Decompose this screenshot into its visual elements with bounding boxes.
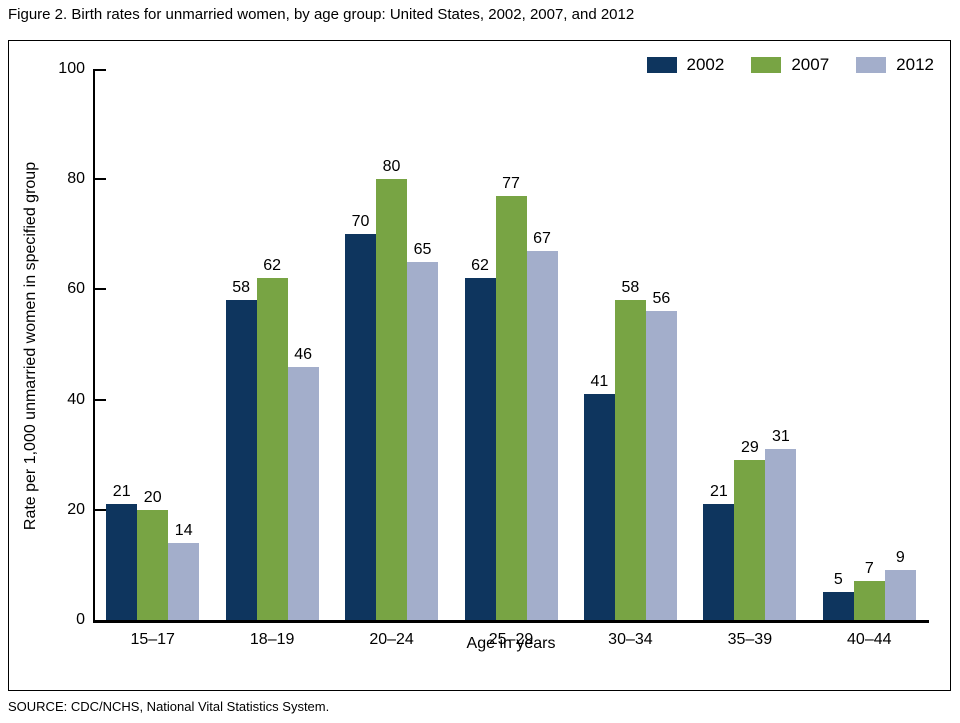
y-tick-label-100: 100 [58, 60, 85, 77]
x-category-40–44: 40–44 [847, 631, 892, 648]
plot-area: 0 20 40 60 80 100 21 20 14 15–17 58 62 46 18–19 70 80 65… [58, 61, 929, 648]
bar-value-2012-18–19: 46 [294, 345, 313, 363]
y-tick-100 [95, 69, 106, 71]
legend-item-2012: 2012 [856, 55, 934, 75]
y-tick-80 [95, 178, 106, 181]
legend-swatch-2007 [751, 57, 782, 73]
bar-value-2007-25–29: 77 [502, 174, 520, 192]
bar-2007-20–24 [376, 179, 408, 620]
bar-value-2007-15–17: 20 [143, 488, 162, 506]
legend-swatch-2002 [646, 57, 677, 73]
y-axis-title: Rate per 1,000 unmarried women in specif… [22, 161, 39, 531]
bar-value-2002-15–17: 21 [112, 483, 131, 501]
bar-2012-18–19 [287, 366, 319, 620]
bar-2002-30–34 [583, 394, 615, 620]
x-category-30–34: 30–34 [608, 631, 653, 648]
bar-2012-15–17 [168, 542, 200, 620]
bar-2002-35–39 [703, 504, 735, 620]
bar-2012-35–39 [765, 449, 797, 620]
bar-value-2007-20–24: 80 [382, 158, 401, 176]
y-tick-label-0: 0 [76, 611, 85, 628]
bar-2007-35–39 [734, 460, 766, 620]
x-category-18–19: 18–19 [249, 631, 295, 648]
legend-item-2002: 2002 [646, 55, 725, 75]
x-category-25–29: 25–29 [488, 631, 534, 648]
bar-2002-40–44 [822, 592, 854, 620]
bar-2002-20–24 [345, 234, 377, 620]
legend-label-2002: 2002 [686, 55, 725, 74]
bar-2012-25–29 [526, 250, 558, 620]
bar-2007-25–29 [495, 195, 527, 620]
bar-value-2012-30–34: 56 [652, 290, 671, 308]
chart-frame: 2002 2007 2012 Rate per 1,000 unmarried wo… [8, 40, 951, 691]
bar-value-2012-25–29: 67 [533, 229, 551, 247]
bar-value-2007-30–34: 58 [621, 279, 640, 297]
source-note: SOURCE: CDC/NCHS, National Vital Statist… [8, 699, 330, 714]
x-category-35–39: 35–39 [727, 631, 773, 648]
x-axis-line [93, 620, 929, 623]
bar-2012-40–44 [884, 570, 916, 620]
legend-swatch-2012 [856, 57, 887, 73]
y-tick-20 [95, 508, 106, 511]
bar-2007-40–44 [853, 581, 885, 620]
bar-2007-15–17 [137, 509, 169, 620]
bar-value-2002-30–34: 41 [590, 373, 609, 391]
x-axis-title: Age in years [466, 635, 556, 652]
legend-label-2007: 2007 [791, 55, 830, 74]
bar-value-2012-20–24: 65 [413, 240, 432, 258]
bar-2012-20–24 [407, 261, 439, 620]
bar-value-2007-35–39: 29 [740, 439, 759, 457]
y-tick-40 [95, 398, 106, 401]
y-tick-label-40: 40 [67, 390, 85, 408]
bar-2002-25–29 [464, 278, 496, 620]
bar-2002-18–19 [225, 300, 257, 620]
bar-value-2002-35–39: 21 [709, 483, 728, 501]
legend-item-2007: 2007 [751, 55, 829, 75]
bar-value-2012-15–17: 14 [174, 521, 193, 539]
bar-value-2002-25–29: 62 [471, 257, 489, 275]
figure-title: Figure 2. Birth rates for unmarried wome… [8, 6, 635, 23]
bar-2007-18–19 [256, 278, 288, 620]
y-tick-label-60: 60 [67, 280, 85, 298]
chart-legend: 2002 2007 2012 [646, 55, 934, 75]
bar-value-2007-18–19: 62 [263, 257, 282, 275]
y-axis-line [93, 69, 95, 623]
bar-value-2002-20–24: 70 [351, 213, 370, 231]
bar-value-2007-40–44: 7 [864, 560, 874, 578]
y-tick-60 [95, 288, 106, 291]
bar-2002-15–17 [106, 504, 138, 620]
bar-value-2002-18–19: 58 [232, 279, 251, 297]
y-tick-label-20: 20 [67, 500, 85, 518]
legend-label-2012: 2012 [896, 55, 934, 74]
bar-value-2012-35–39: 31 [771, 428, 790, 446]
bar-2012-30–34 [645, 311, 677, 620]
x-category-15–17: 15–17 [130, 631, 175, 648]
bar-value-2002-40–44: 5 [833, 571, 843, 589]
x-category-20–24: 20–24 [369, 631, 414, 648]
y-tick-label-80: 80 [67, 170, 85, 188]
bar-value-2012-40–44: 9 [895, 549, 905, 567]
bar-2007-30–34 [614, 300, 646, 620]
